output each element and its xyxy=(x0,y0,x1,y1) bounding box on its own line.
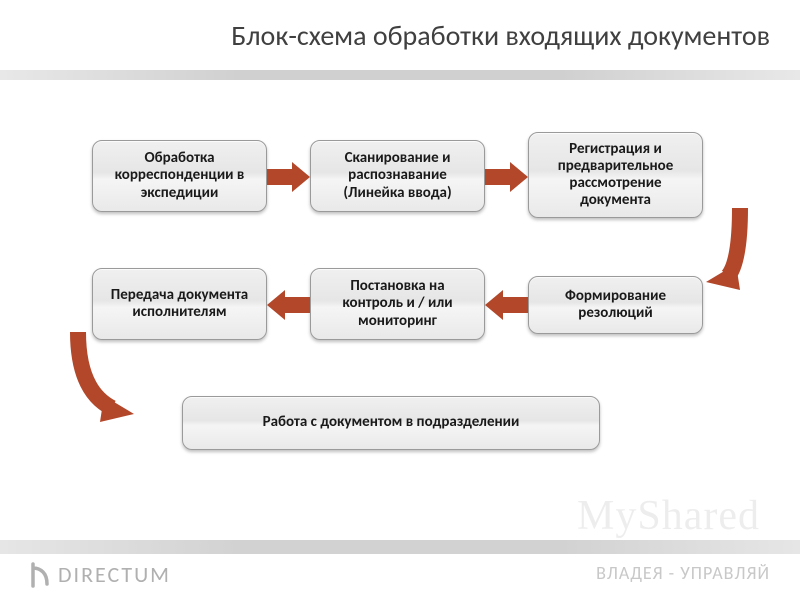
flow-node: Постановка на контроль и / или мониторин… xyxy=(310,268,485,340)
flow-arrow xyxy=(700,208,760,303)
tagline: ВЛАДЕЯ - УПРАВЛЯЙ xyxy=(596,562,770,584)
flow-node: Регистрация и предварительное рассмотрен… xyxy=(528,132,703,218)
flow-arrow xyxy=(485,290,528,320)
logo: DIRECTUM xyxy=(30,561,171,588)
flow-node: Формирование резолюций xyxy=(528,276,703,334)
watermark: MyShared xyxy=(577,492,760,540)
flow-arrow xyxy=(267,162,310,192)
header-divider xyxy=(0,70,800,80)
flow-arrow xyxy=(485,162,528,192)
flow-arrow xyxy=(58,332,140,435)
flow-node: Передача документа исполнителям xyxy=(92,268,267,340)
logo-icon xyxy=(30,562,52,588)
footer: DIRECTUM ВЛАДЕЯ - УПРАВЛЯЙ xyxy=(0,540,800,600)
page-title: Блок-схема обработки входящих документов xyxy=(0,18,770,53)
footer-divider xyxy=(0,540,800,554)
flow-node: Обработка корреспонденции в экспедиции xyxy=(92,140,267,212)
logo-text: DIRECTUM xyxy=(58,561,171,588)
flowchart-canvas: Обработка корреспонденции в экспедиции Ск… xyxy=(0,80,800,520)
flow-node: Работа с документом в подразделении xyxy=(182,396,600,450)
flow-arrow xyxy=(267,290,310,320)
flow-node: Сканирование и распознавание (Линейка вв… xyxy=(310,140,485,212)
